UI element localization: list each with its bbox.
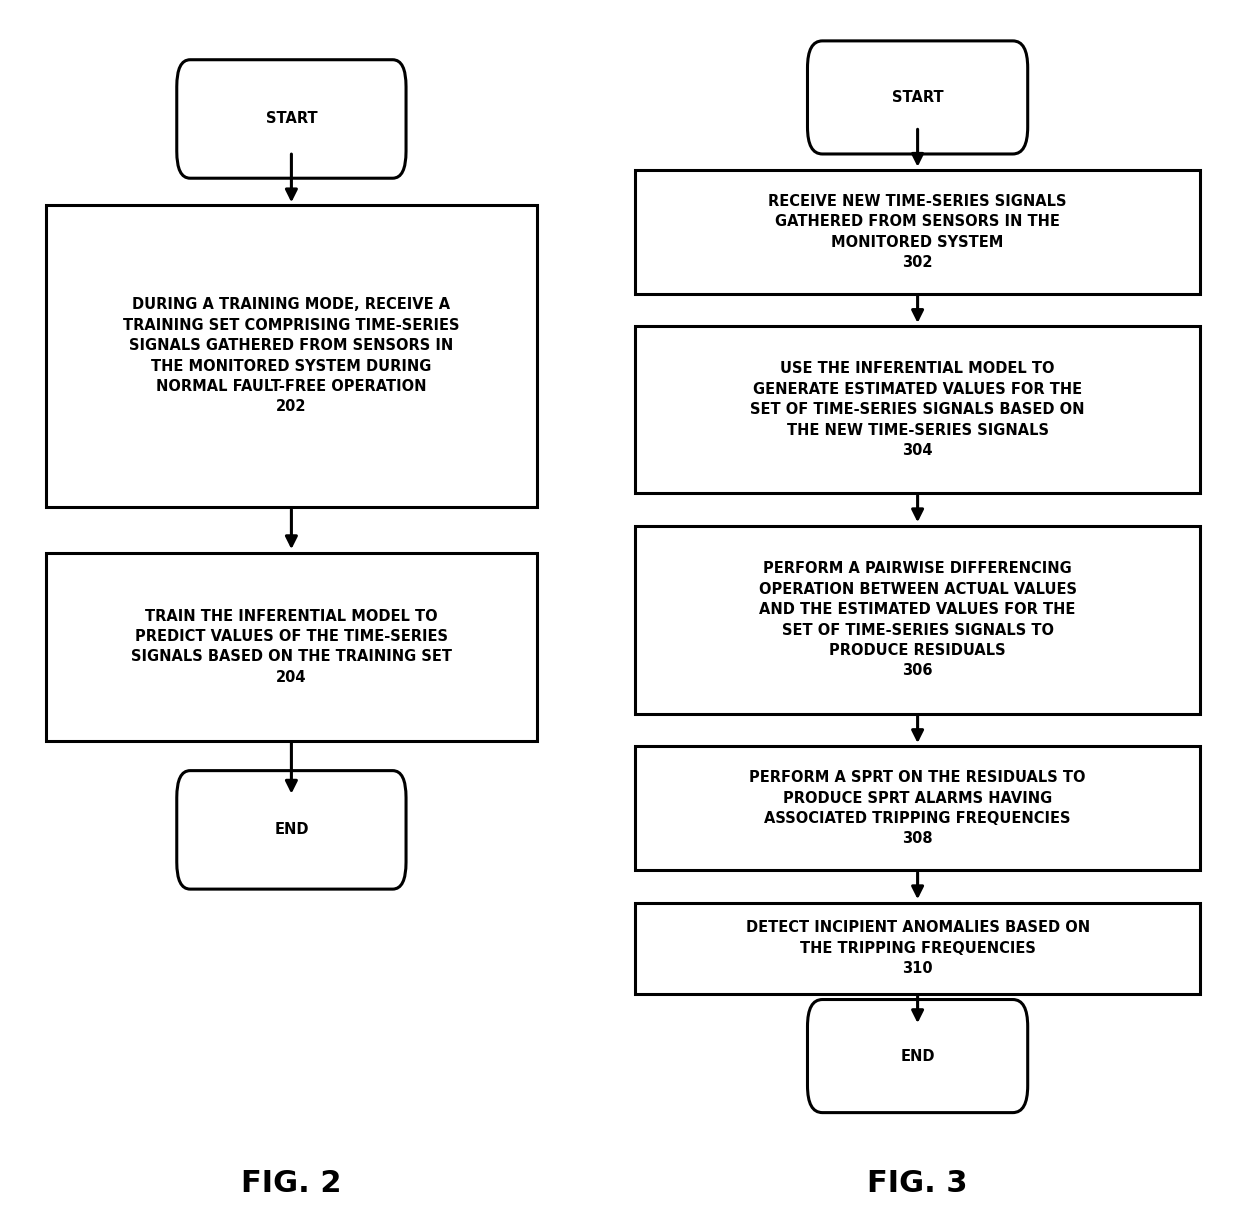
Text: END: END [900, 1049, 935, 1064]
FancyBboxPatch shape [807, 1000, 1028, 1113]
Bar [46, 206, 537, 507]
Text: PERFORM A SPRT ON THE RESIDUALS TO
PRODUCE SPRT ALARMS HAVING
ASSOCIATED TRIPPIN: PERFORM A SPRT ON THE RESIDUALS TO PRODU… [749, 770, 1086, 847]
Text: PERFORM A PAIRWISE DIFFERENCING
OPERATION BETWEEN ACTUAL VALUES
AND THE ESTIMATE: PERFORM A PAIRWISE DIFFERENCING OPERATIO… [759, 562, 1076, 678]
Bar [635, 525, 1200, 714]
FancyBboxPatch shape [177, 771, 405, 889]
Text: DETECT INCIPIENT ANOMALIES BASED ON
THE TRIPPING FREQUENCIES
310: DETECT INCIPIENT ANOMALIES BASED ON THE … [745, 920, 1090, 977]
Bar [635, 747, 1200, 870]
Text: FIG. 2: FIG. 2 [241, 1169, 342, 1198]
FancyBboxPatch shape [807, 40, 1028, 154]
Bar [635, 327, 1200, 493]
Text: END: END [274, 823, 309, 837]
Text: START: START [265, 111, 317, 126]
Text: DURING A TRAINING MODE, RECEIVE A
TRAINING SET COMPRISING TIME-SERIES
SIGNALS GA: DURING A TRAINING MODE, RECEIVE A TRAINI… [123, 297, 460, 415]
Bar [46, 552, 537, 741]
Text: TRAIN THE INFERENTIAL MODEL TO
PREDICT VALUES OF THE TIME-SERIES
SIGNALS BASED O: TRAIN THE INFERENTIAL MODEL TO PREDICT V… [131, 608, 451, 685]
Text: USE THE INFERENTIAL MODEL TO
GENERATE ESTIMATED VALUES FOR THE
SET OF TIME-SERIE: USE THE INFERENTIAL MODEL TO GENERATE ES… [750, 361, 1085, 458]
Text: START: START [892, 89, 944, 105]
Bar [635, 902, 1200, 994]
FancyBboxPatch shape [177, 60, 405, 179]
Bar [635, 170, 1200, 294]
Text: RECEIVE NEW TIME-SERIES SIGNALS
GATHERED FROM SENSORS IN THE
MONITORED SYSTEM
30: RECEIVE NEW TIME-SERIES SIGNALS GATHERED… [769, 193, 1066, 271]
Text: FIG. 3: FIG. 3 [867, 1169, 968, 1198]
